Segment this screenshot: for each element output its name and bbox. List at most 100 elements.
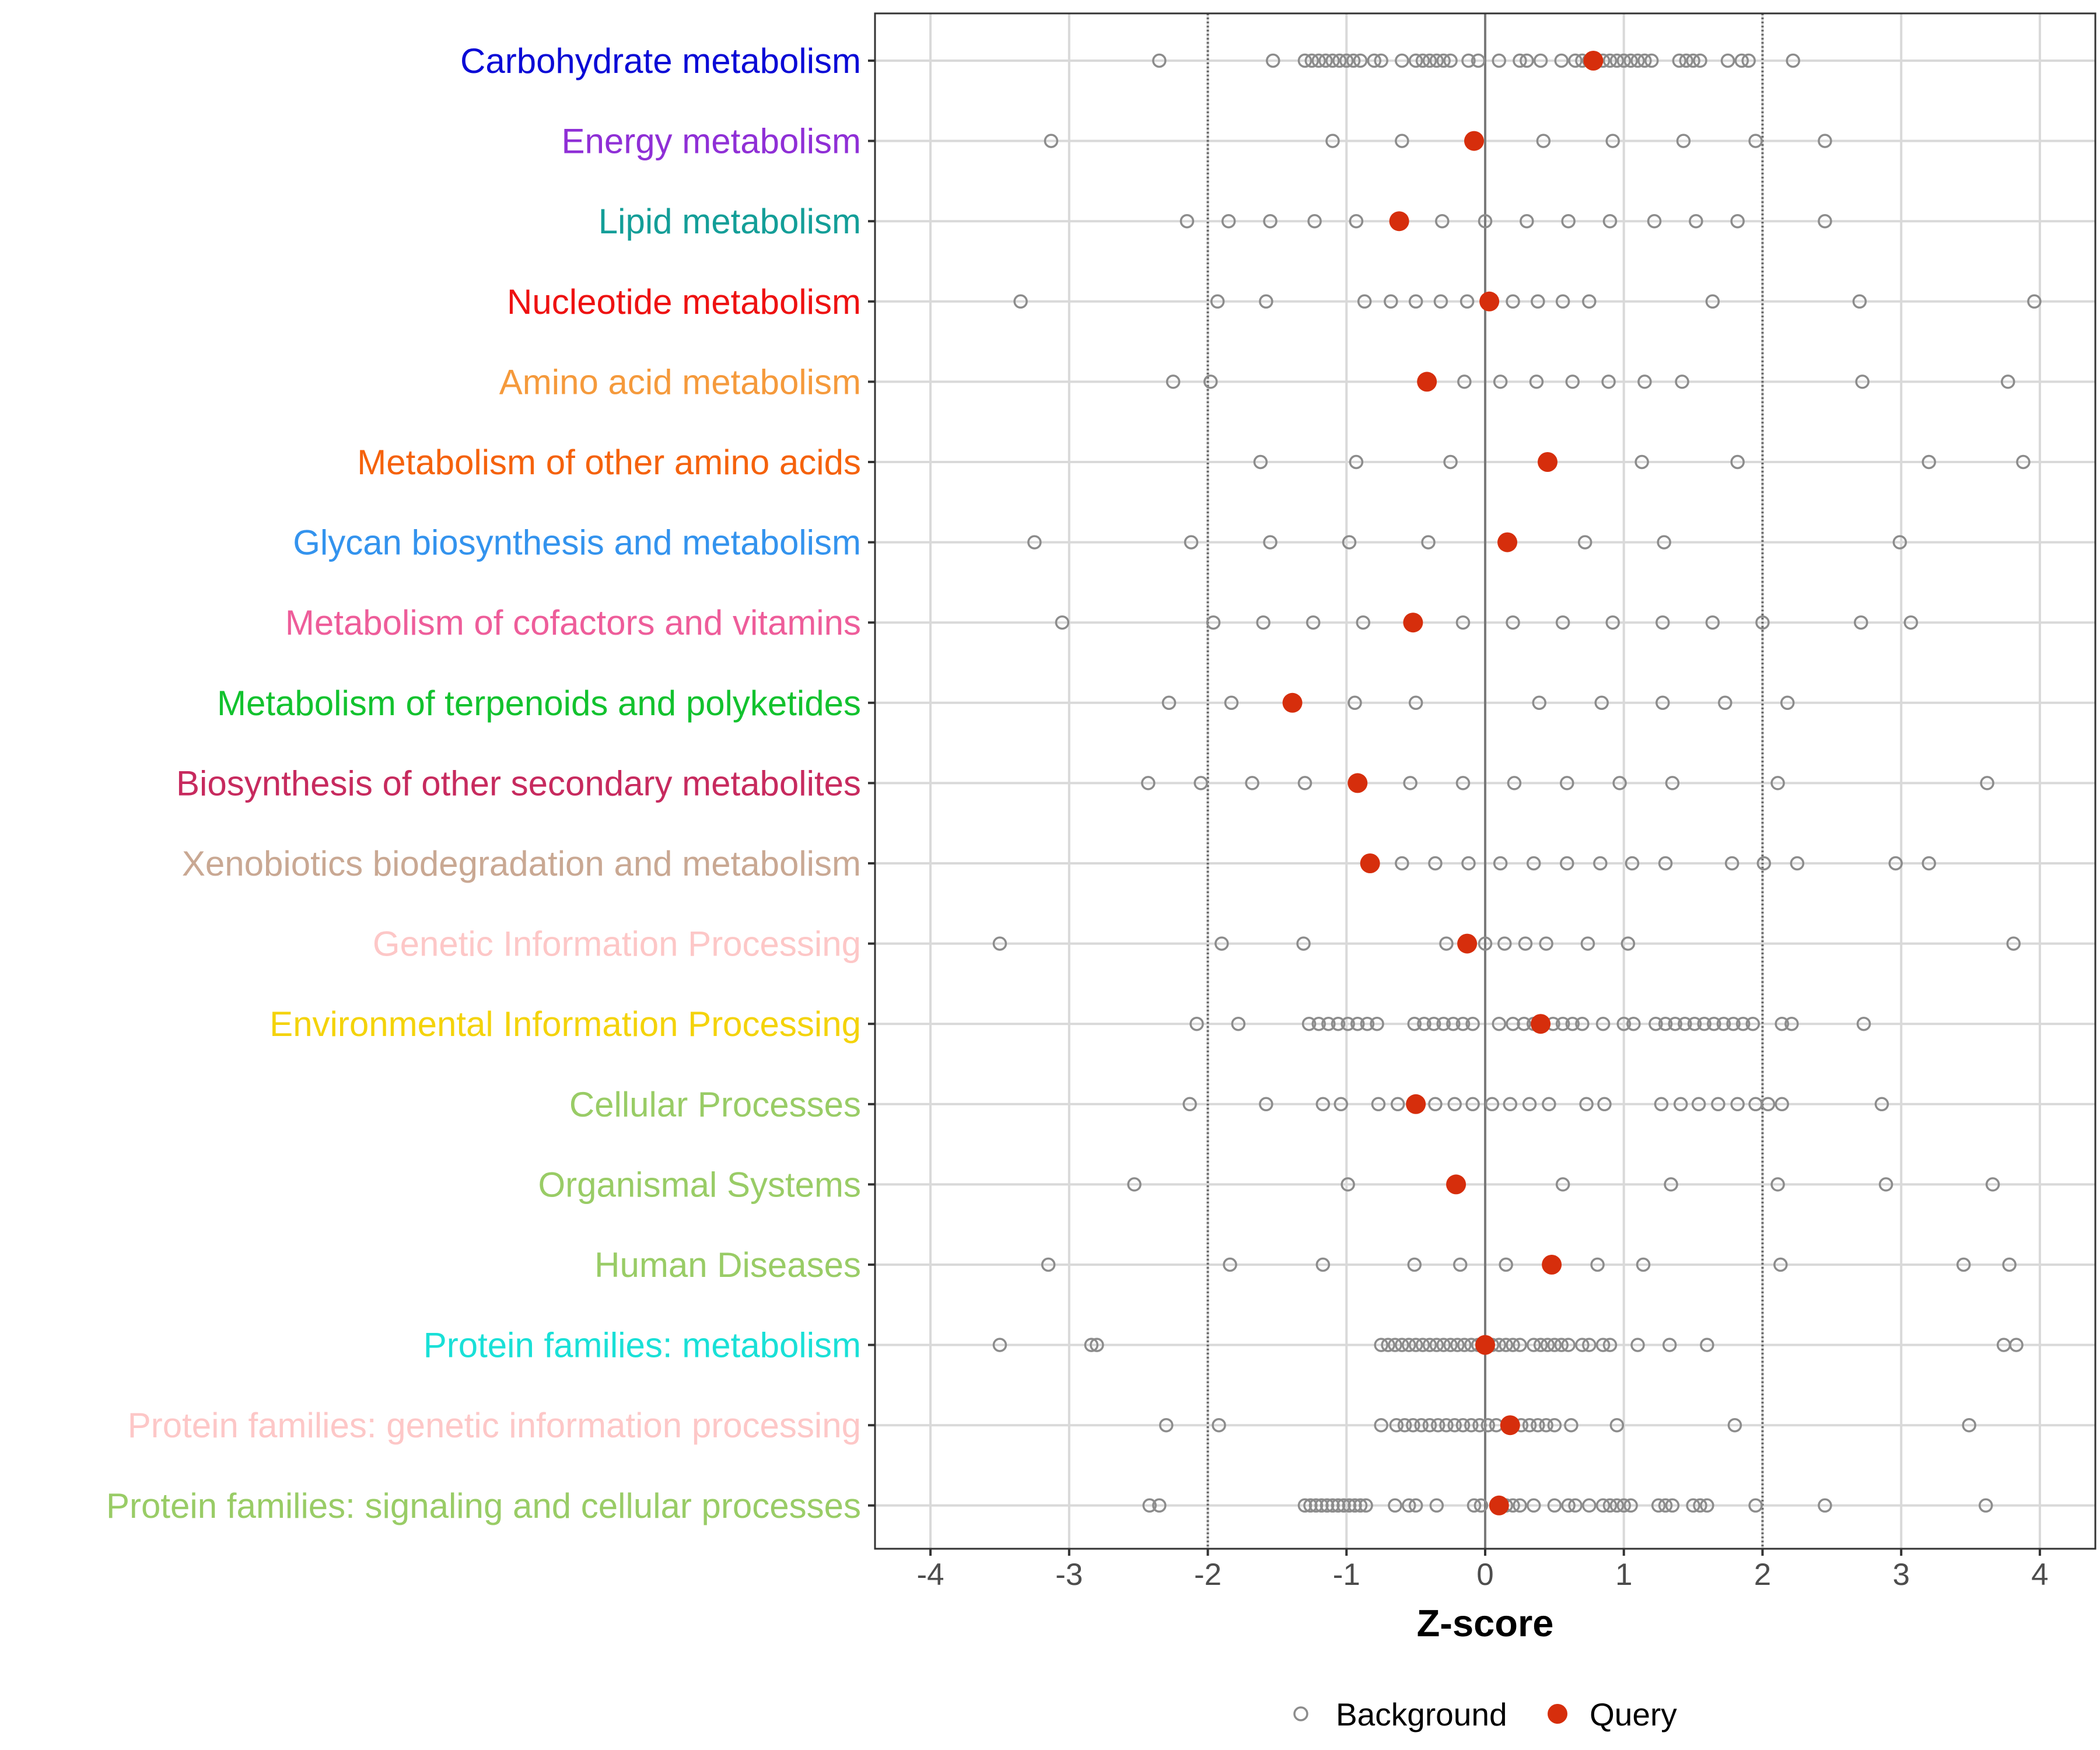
background-point <box>1455 1418 1471 1433</box>
background-point <box>1446 1016 1461 1031</box>
background-point <box>992 1338 1007 1352</box>
background-point <box>1447 1097 1462 1112</box>
background-point <box>1407 1016 1422 1031</box>
x-tick-label: 2 <box>1754 1558 1771 1592</box>
category-label: Biosynthesis of other secondary metaboli… <box>176 764 861 803</box>
category-label: Metabolism of other amino acids <box>357 443 861 482</box>
background-point <box>1331 1498 1346 1513</box>
query-point <box>1475 1335 1495 1355</box>
background-point <box>1575 1016 1590 1031</box>
category-label: Glycan biosynthesis and metabolism <box>293 523 861 562</box>
x-tick-label: 4 <box>2031 1558 2048 1592</box>
background-point <box>1616 1016 1631 1031</box>
background-point <box>1547 1418 1562 1433</box>
background-point <box>1422 1418 1437 1433</box>
background-point <box>1601 374 1616 389</box>
query-point <box>1417 372 1437 392</box>
background-point <box>1665 1498 1680 1513</box>
background-point <box>1492 53 1507 68</box>
background-point <box>1536 134 1551 148</box>
background-point <box>1594 695 1609 710</box>
background-point <box>1605 615 1620 630</box>
background-point <box>1630 1338 1645 1352</box>
background-point <box>1673 1097 1688 1112</box>
query-point <box>1500 1415 1520 1436</box>
background-point <box>1985 1177 2000 1192</box>
background-point <box>1166 374 1181 389</box>
category-label: Organismal Systems <box>538 1165 861 1204</box>
background-point <box>1540 1338 1555 1352</box>
background-point <box>1339 53 1354 68</box>
background-point <box>1774 1097 1789 1112</box>
query-point <box>1406 1094 1426 1114</box>
background-point <box>1888 856 1903 871</box>
category-label: Metabolism of terpenoids and polyketides <box>217 684 861 723</box>
background-point <box>1533 53 1548 68</box>
background-point <box>1616 1498 1631 1513</box>
background-point <box>1533 1338 1548 1352</box>
background-point <box>1436 1338 1451 1352</box>
background-point <box>1402 1498 1416 1513</box>
background-point <box>1371 1097 1386 1112</box>
background-point <box>1856 1016 1871 1031</box>
background-point <box>1374 1418 1388 1433</box>
background-point <box>1602 214 1618 229</box>
background-point <box>1223 1257 1237 1272</box>
background-point <box>1443 53 1458 68</box>
background-point <box>1818 1498 1832 1513</box>
background-point <box>1730 454 1745 470</box>
background-point <box>1342 535 1357 550</box>
background-point <box>1492 1016 1507 1031</box>
background-point <box>1433 294 1448 309</box>
background-point <box>1259 294 1273 309</box>
background-point <box>1308 1498 1324 1513</box>
background-point <box>1297 1498 1312 1513</box>
legend-query-label: Query <box>1590 1696 1677 1732</box>
background-point <box>2006 936 2021 951</box>
background-point <box>1748 1498 1763 1513</box>
category-label: Lipid metabolism <box>598 202 861 241</box>
background-point <box>1705 294 1720 309</box>
background-point <box>1620 936 1636 951</box>
background-point <box>1212 1418 1226 1433</box>
background-point <box>1297 776 1312 790</box>
background-point <box>1480 1418 1496 1433</box>
background-point <box>1460 294 1475 309</box>
background-point <box>1636 1257 1651 1272</box>
background-point <box>1184 535 1199 550</box>
query-point <box>1531 1014 1551 1034</box>
category-label: Cellular Processes <box>569 1085 861 1124</box>
background-point <box>1852 294 1867 309</box>
background-point <box>1493 374 1508 389</box>
category-label: Nucleotide metabolism <box>507 282 861 321</box>
background-point <box>2016 454 2031 470</box>
category-label: Human Diseases <box>594 1245 861 1284</box>
background-point <box>1560 856 1574 871</box>
background-point <box>1390 1097 1405 1112</box>
background-point <box>992 936 1007 951</box>
background-point <box>1555 615 1570 630</box>
background-point <box>1414 1418 1429 1433</box>
background-point <box>1428 856 1443 871</box>
background-point <box>1547 1338 1562 1352</box>
background-point <box>1623 1498 1638 1513</box>
background-point <box>1790 856 1805 871</box>
background-point <box>1575 1338 1590 1352</box>
background-point <box>1679 53 1693 68</box>
background-point <box>1478 214 1493 229</box>
background-point <box>1367 53 1382 68</box>
background-point <box>1595 1338 1611 1352</box>
background-point <box>1311 1016 1326 1031</box>
background-point <box>1705 615 1720 630</box>
background-point <box>1503 1097 1518 1112</box>
background-point <box>1203 374 1218 389</box>
background-point <box>1422 53 1437 68</box>
background-point <box>1455 615 1471 630</box>
background-point <box>1526 856 1541 871</box>
background-point <box>1664 1177 1678 1192</box>
background-point <box>1529 374 1544 389</box>
background-point <box>1874 1097 1889 1112</box>
background-point <box>1654 1097 1669 1112</box>
